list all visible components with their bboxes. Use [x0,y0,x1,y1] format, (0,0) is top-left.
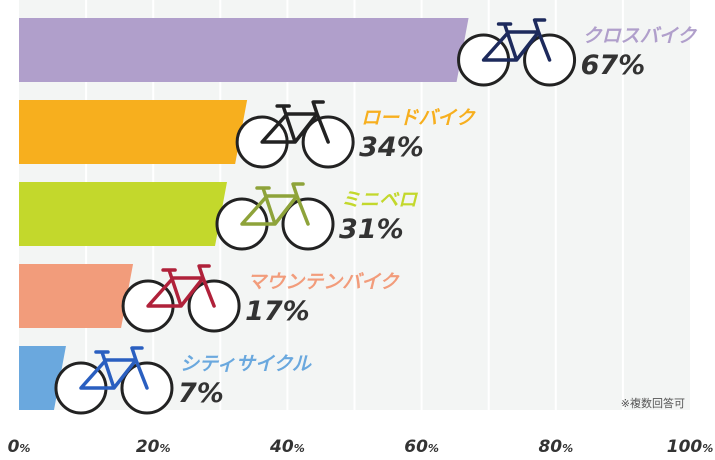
value-label: 31% [339,214,404,245]
tick-unit: % [702,442,713,455]
bike-frame [146,264,216,308]
tick-unit: % [294,442,305,455]
value-label: 17% [245,296,310,327]
tick-value: 80 [538,437,562,457]
bar [19,346,66,410]
x-tick-label: 80% [538,437,573,457]
note-multiple-answers: ※複数回答可 [621,396,685,410]
tick-unit: % [160,442,171,455]
tick-value: 20 [136,437,160,457]
road-bike-icon [235,100,355,169]
value-label: 7% [178,378,224,409]
bar-group-city-cycle: シティサイクル 7% [19,346,312,415]
bike-frame [260,100,330,144]
cross-bike-icon [457,18,577,87]
tick-unit: % [19,442,30,455]
tick-value: 0 [8,437,20,457]
bar [19,182,228,246]
x-tick-label: 20% [136,437,171,457]
mini-velo-icon [215,182,335,251]
bike-frame [240,182,310,226]
tick-value: 40 [269,437,294,457]
city-cycle-icon [54,346,174,415]
x-tick-label: 60% [404,437,439,457]
tick-unit: % [428,442,439,455]
bike-frame [481,18,552,62]
category-label: マウンテンバイク [247,271,401,293]
bike-frame [79,346,149,390]
category-label: シティサイクル [180,353,312,375]
bar [19,264,134,328]
x-tick-label: 0% [8,437,31,457]
x-tick-label: 100% [667,437,714,457]
bar-group-mountain-bike: マウンテンバイク 17% [19,264,401,333]
value-label: 67% [581,50,646,81]
bar [19,18,469,82]
category-label: ロードバイク [361,107,477,129]
bar-group-road-bike: ロードバイク 34% [19,100,477,169]
tick-unit: % [562,442,573,455]
bar-group-cross-bike: クロスバイク 67% [19,18,699,87]
mountain-bike-icon [121,264,241,333]
bar [19,100,248,164]
value-label: 34% [359,132,424,163]
category-label: クロスバイク [583,25,699,47]
tick-value: 60 [404,437,428,457]
x-tick-label: 40% [269,437,305,457]
tick-value: 100 [667,437,703,457]
category-label: ミニベロ [341,189,419,211]
bar-group-mini-velo: ミニベロ 31% [19,182,419,251]
